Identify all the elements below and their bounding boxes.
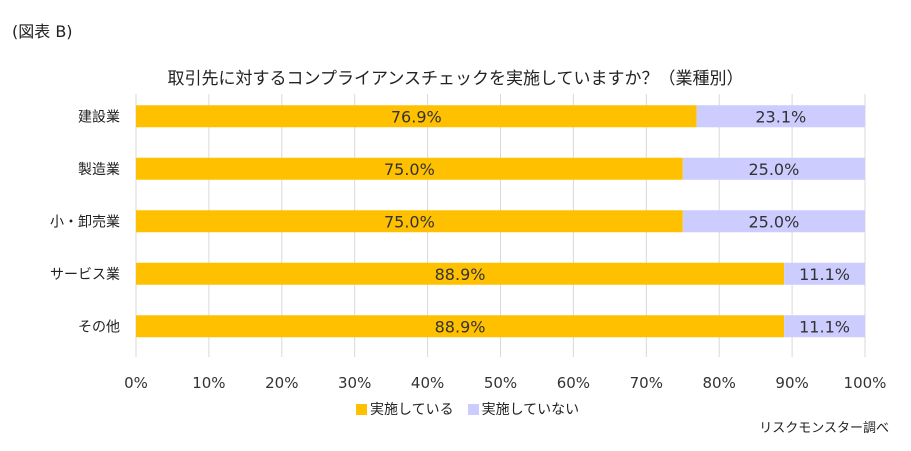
bar-segment-not-implemented — [784, 315, 865, 338]
x-tick-label: 60% — [557, 374, 590, 392]
legend-label-implemented: 実施している — [370, 402, 454, 418]
data-label: 23.1% — [755, 107, 806, 126]
bar-segment-not-implemented — [682, 157, 865, 180]
legend-label-not-implemented: 実施していない — [481, 402, 580, 418]
x-tick-label: 100% — [844, 374, 887, 392]
bar-segment-not-implemented — [682, 210, 865, 233]
legend: 実施している 実施していない — [356, 399, 593, 419]
x-tick-label: 30% — [338, 374, 371, 392]
data-label: 88.9% — [435, 317, 486, 336]
data-label: 88.9% — [435, 265, 486, 284]
data-label: 11.1% — [799, 265, 850, 284]
x-tick-label: 80% — [703, 374, 736, 392]
bar-segment-implemented — [136, 315, 785, 338]
legend-item-implemented: 実施している — [356, 399, 454, 419]
data-label: 25.0% — [748, 160, 799, 179]
x-tick-label: 50% — [484, 374, 517, 392]
chart-title: 取引先に対するコンプライアンスチェックを実施していますか？（業種別） — [167, 69, 744, 89]
x-tick-label: 20% — [265, 374, 298, 392]
category-label: 小・卸売業 — [50, 214, 120, 230]
category-label: その他 — [78, 319, 120, 335]
data-label: 11.1% — [799, 317, 850, 336]
source-note: リスクモンスター調べ — [759, 421, 889, 436]
data-label: 25.0% — [748, 212, 799, 231]
legend-swatch-not-implemented — [467, 403, 479, 415]
bar-segment-implemented — [136, 157, 683, 180]
bar-segment-implemented — [136, 105, 697, 128]
bar-segment-not-implemented — [784, 262, 865, 285]
data-label: 75.0% — [384, 160, 435, 179]
legend-item-not-implemented: 実施していない — [467, 399, 580, 419]
bar-segment-not-implemented — [696, 105, 865, 128]
category-label: サービス業 — [50, 267, 120, 283]
bar-segment-implemented — [136, 210, 683, 233]
x-tick-label: 90% — [775, 374, 808, 392]
legend-swatch-implemented — [356, 403, 367, 415]
data-label: 75.0% — [384, 212, 435, 231]
x-tick-label: 70% — [630, 374, 663, 392]
data-label: 76.9% — [391, 107, 442, 126]
category-label: 製造業 — [78, 162, 120, 178]
x-tick-label: 40% — [411, 374, 444, 392]
x-tick-label: 10% — [192, 374, 225, 392]
bar-segment-implemented — [136, 262, 785, 285]
category-label: 建設業 — [78, 109, 120, 125]
x-tick-label: 0% — [124, 374, 148, 392]
figure-label: (図表 B) — [12, 22, 73, 41]
